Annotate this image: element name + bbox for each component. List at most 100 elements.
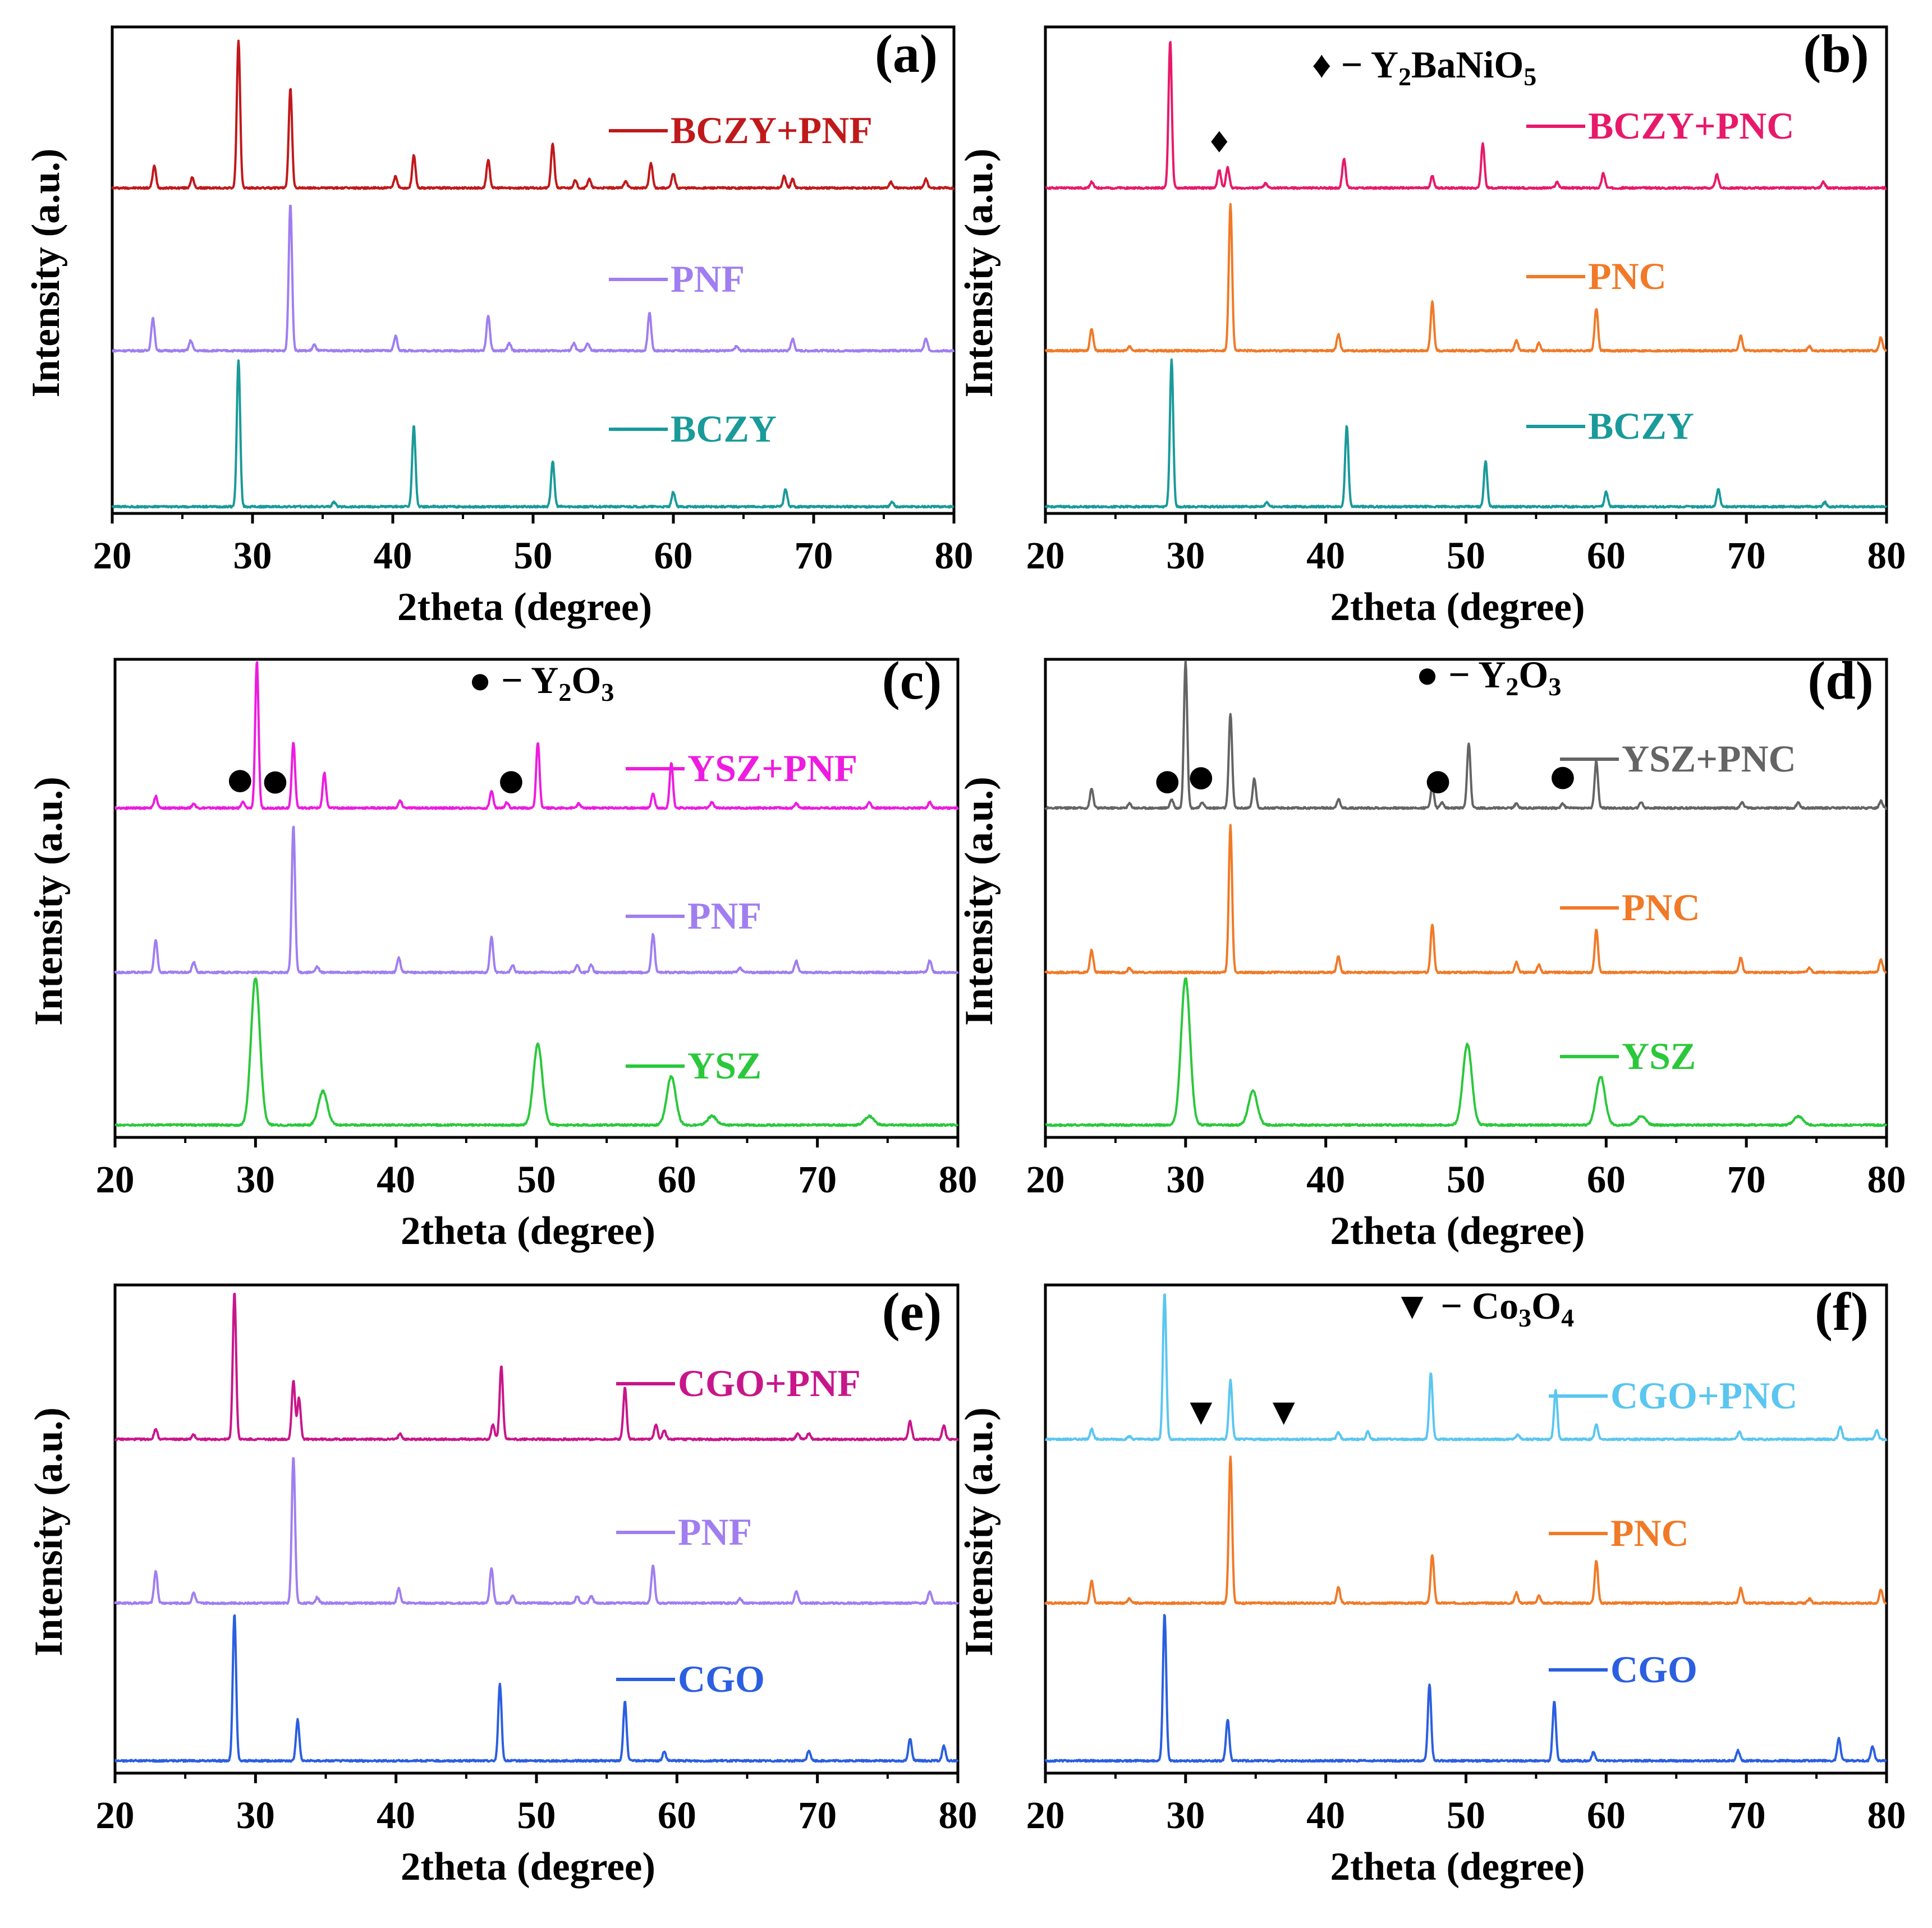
series-trace-bczy-pnc (1045, 41, 1887, 190)
series-trace-cgo (1044, 1614, 1887, 1763)
legend-label: CGO (1610, 1648, 1697, 1691)
x-axis-title: 2theta (degree) (1330, 1209, 1585, 1253)
x-axis-title: 2theta (degree) (401, 1845, 655, 1889)
series-trace-ysz (114, 977, 959, 1127)
x-tick-label: 80 (1867, 534, 1906, 577)
legend-label: CGO+PNF (678, 1362, 861, 1404)
x-tick-label: 60 (1587, 1158, 1626, 1201)
x-tick-label: 50 (1447, 1794, 1485, 1837)
legend-label: YSZ (687, 1044, 761, 1087)
series-trace-cgo (114, 1614, 959, 1763)
x-tick-label: 40 (1306, 534, 1345, 577)
legend-label: PNF (678, 1511, 752, 1553)
x-tick-label: 30 (1166, 534, 1205, 577)
legend-label: BCZY+PNC (1588, 104, 1794, 147)
series-trace-pnf (114, 1457, 959, 1605)
y-axis-title: Intensity (a.u.) (957, 777, 1001, 1026)
impurity-marker: ● (1155, 763, 1180, 797)
y-axis-title: Intensity (a.u.) (24, 149, 68, 398)
panel-label: (c) (882, 650, 942, 710)
y-axis-title: Intensity (a.u.) (957, 149, 1001, 398)
plot-frame (1044, 658, 1888, 1139)
x-tick-label: 80 (939, 1158, 978, 1201)
series-trace-ysz-pnc (1044, 660, 1888, 810)
x-tick-label: 80 (1867, 1158, 1906, 1201)
x-tick-label: 30 (236, 1794, 275, 1837)
x-tick-label: 20 (1026, 534, 1065, 577)
impurity-marker: ♦ (1206, 126, 1232, 160)
series-trace-bczy (1044, 358, 1888, 509)
legend-label: BCZY (1588, 405, 1694, 447)
series-trace-cgo-pnc (1044, 1293, 1888, 1442)
series-trace-pnc (1044, 824, 1887, 975)
x-tick-label: 20 (96, 1794, 135, 1837)
y-axis-title: Intensity (a.u.) (957, 1407, 1001, 1656)
x-tick-label: 30 (233, 534, 272, 577)
x-tick-label: 30 (1166, 1158, 1205, 1201)
x-tick-label: 60 (1587, 1794, 1626, 1837)
x-tick-label: 60 (1587, 534, 1626, 577)
x-tick-label: 20 (1026, 1794, 1065, 1837)
legend-label: CGO (678, 1658, 765, 1700)
panel-c: 20 30 40 50 60 70 80 2theta (degree) Intensity (… (27, 650, 978, 1253)
series-trace-pnf (112, 204, 955, 353)
legend-label: PNC (1622, 886, 1700, 929)
x-tick-label: 60 (658, 1158, 696, 1201)
impurity-marker: ● (498, 764, 524, 797)
impurity-marker: ▼ (1190, 1395, 1212, 1429)
impurity-marker: ● (1425, 763, 1451, 797)
x-tick-label: 30 (236, 1158, 275, 1201)
impurity-legend: ● − Y2O3 (1416, 653, 1561, 701)
impurity-legend: ♦ − Y2BaNiO5 (1312, 43, 1536, 91)
x-axis-title: 2theta (degree) (1330, 1845, 1585, 1889)
x-axis-title: 2theta (degree) (401, 1209, 655, 1253)
impurity-marker: ● (1550, 759, 1575, 793)
x-tick-label: 40 (374, 534, 412, 577)
x-tick-label: 70 (795, 534, 833, 577)
x-tick-label: 20 (1026, 1158, 1065, 1201)
legend-label: YSZ+PNC (1622, 737, 1796, 780)
series-trace-bczy-pnf (111, 39, 955, 190)
impurity-legend: ● − Y2O3 (469, 659, 614, 706)
impurity-marker: ● (227, 762, 253, 796)
x-tick-label: 60 (658, 1794, 696, 1837)
impurity-marker: ● (1188, 760, 1214, 793)
panel-a: 20 30 40 50 60 70 80 2theta (degree) Intensity (… (24, 24, 974, 629)
panel-d: 20 30 40 50 60 70 80 2theta (degree) Intensity (… (957, 650, 1906, 1253)
x-tick-label: 70 (798, 1794, 837, 1837)
x-tick-label: 40 (1306, 1794, 1345, 1837)
x-tick-label: 70 (798, 1158, 837, 1201)
panel-label: (a) (875, 24, 938, 84)
legend-label: PNF (687, 894, 761, 937)
panel-label: (e) (882, 1282, 942, 1342)
legend-label: PNF (671, 258, 745, 300)
x-tick-label: 30 (1166, 1794, 1205, 1837)
series-trace-ysz (1045, 977, 1888, 1127)
legend-label: BCZY+PNF (671, 109, 873, 152)
x-tick-label: 50 (517, 1794, 556, 1837)
panel-label: (d) (1807, 650, 1873, 710)
series-trace-cgo-pnf (114, 1292, 959, 1442)
plot-frame (113, 658, 960, 1139)
impurity-marker: ● (263, 764, 288, 797)
series-trace-pnf (114, 825, 959, 975)
x-tick-label: 40 (1306, 1158, 1345, 1201)
panel-b: 20 30 40 50 60 70 80 2theta (degree) Intensity (… (957, 24, 1906, 629)
series-trace-bczy (111, 359, 954, 509)
impurity-marker: ▼ (1273, 1395, 1295, 1429)
x-tick-label: 70 (1727, 534, 1766, 577)
legend-label: YSZ (1622, 1035, 1696, 1077)
panel-e: 20 30 40 50 60 70 80 2theta (degree) Intensity (… (27, 1282, 978, 1889)
series-trace-ysz-pnf (114, 661, 959, 810)
legend-label: CGO+PNC (1610, 1374, 1797, 1417)
x-tick-label: 50 (1447, 1158, 1485, 1201)
impurity-legend: ▼ − Co3O4 (1393, 1284, 1574, 1332)
x-tick-label: 40 (377, 1158, 415, 1201)
x-tick-label: 50 (514, 534, 553, 577)
x-tick-label: 70 (1727, 1158, 1766, 1201)
y-axis-title: Intensity (a.u.) (27, 1407, 71, 1656)
x-axis-title: 2theta (degree) (1330, 585, 1585, 629)
plot-frame (1044, 1283, 1888, 1775)
x-tick-label: 80 (1867, 1794, 1906, 1837)
